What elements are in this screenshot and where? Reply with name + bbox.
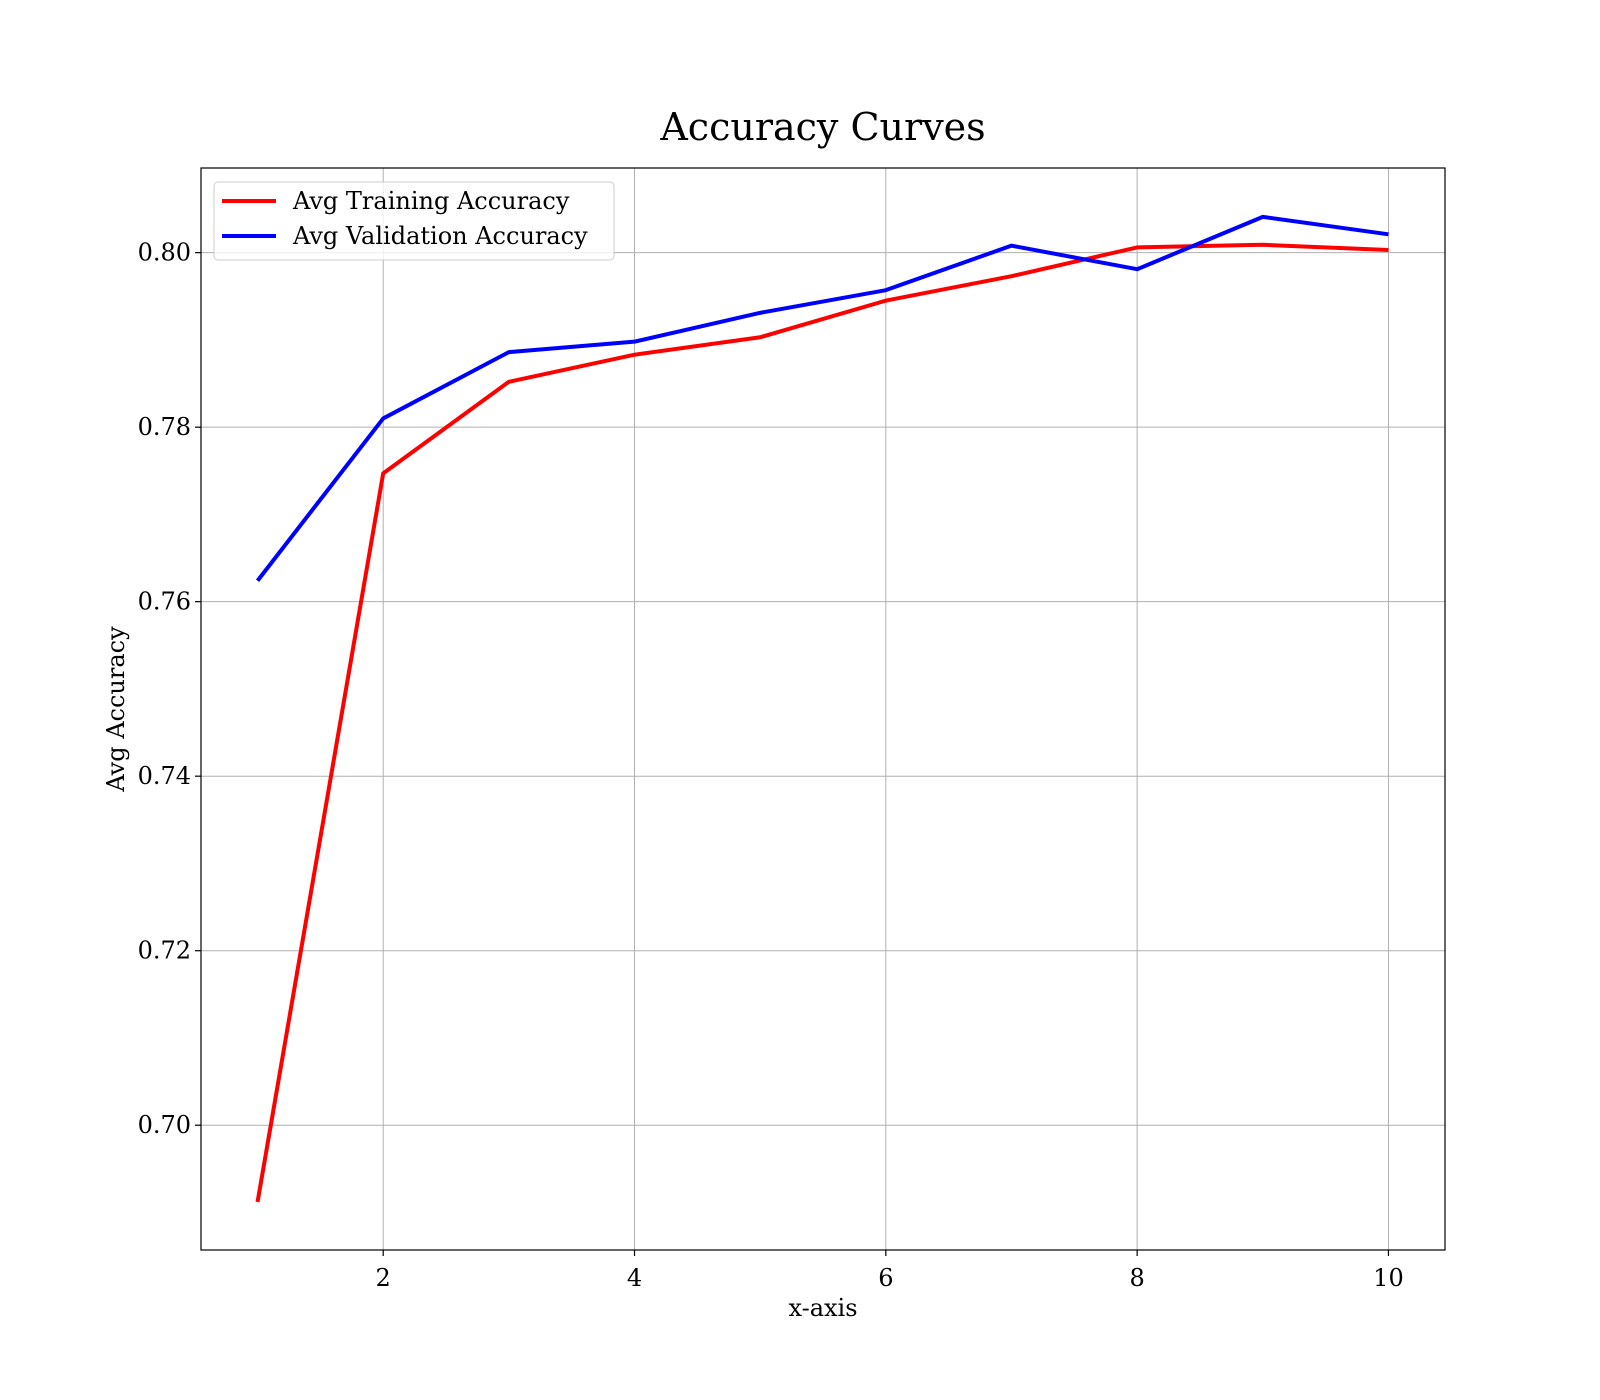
legend-box [213,181,615,261]
chart-title: Accuracy Curves [659,105,985,149]
y-tick-label: 0.78 [138,413,191,441]
x-axis-label: x-axis [788,1294,857,1322]
y-tick-label: 0.70 [138,1111,191,1139]
x-tick-label: 4 [627,1264,642,1292]
legend: Avg Training Accuracy Avg Validation Acc… [213,181,615,261]
series-lines [255,214,1389,1203]
axis-ticks: 2 4 6 8 10 0.70 0.72 0.74 0.76 0.78 0.80 [138,239,1404,1292]
x-tick-label: 10 [1373,1264,1404,1292]
x-tick-label: 6 [878,1264,893,1292]
series-line-training [255,242,1389,1203]
y-tick-label: 0.76 [138,588,191,616]
legend-label-validation: Avg Validation Accuracy [292,222,588,250]
x-tick-label: 8 [1130,1264,1145,1292]
y-tick-label: 0.80 [138,239,191,267]
grid [201,168,1445,1250]
y-tick-label: 0.72 [138,937,191,965]
series-line-validation [255,214,1389,582]
legend-label-training: Avg Training Accuracy [292,187,570,215]
plot-frame [200,167,1446,1251]
x-tick-label: 2 [376,1264,391,1292]
y-axis-label: Avg Accuracy [102,626,130,793]
y-tick-label: 0.74 [138,762,191,790]
